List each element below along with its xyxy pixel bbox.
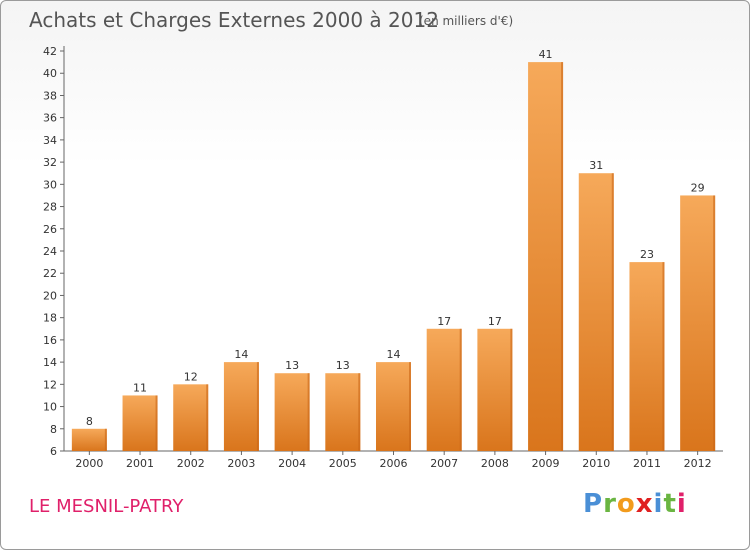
bar-value-label: 8 — [86, 415, 93, 428]
bar-edge — [561, 62, 564, 451]
bar — [223, 362, 259, 451]
bar — [376, 362, 411, 451]
y-tick-label: 38 — [43, 89, 57, 102]
bar — [71, 428, 107, 451]
y-tick-label: 32 — [43, 156, 57, 169]
bar-edge — [611, 173, 614, 451]
chart-title: Achats et Charges Externes 2000 à 2012 — [29, 8, 439, 32]
bar-value-label: 17 — [437, 315, 451, 328]
bar-edge — [358, 373, 361, 451]
chart-subtitle: (en milliers d'€) — [419, 14, 514, 28]
y-tick-label: 8 — [50, 423, 57, 436]
bar — [528, 62, 564, 451]
x-tick-label: 2007 — [430, 457, 458, 470]
y-tick-label: 18 — [43, 312, 57, 325]
bar-value-label: 13 — [336, 359, 350, 372]
y-tick-label: 36 — [43, 112, 57, 125]
axes: 6 8 10 12 14 16 18 20 22 24 26 28 30 32 34 36 38 40 42 2000… — [43, 45, 723, 470]
y-tick-label: 14 — [43, 356, 57, 369]
bar-edge — [713, 195, 716, 451]
bar-edge — [104, 428, 107, 451]
bar-value-label: 29 — [691, 181, 705, 194]
y-tick-label: 30 — [43, 178, 57, 191]
bar-edge — [409, 362, 411, 451]
x-tick-label: 2003 — [227, 457, 255, 470]
y-tick-label: 42 — [43, 45, 57, 58]
y-tick-label: 34 — [43, 134, 57, 147]
bar-edge — [206, 384, 209, 451]
x-tick-label: 2011 — [633, 457, 661, 470]
bar — [426, 328, 462, 451]
x-tick-label: 2010 — [582, 457, 610, 470]
x-tick-label: 2012 — [684, 457, 712, 470]
bar — [629, 262, 665, 451]
x-tick-label: 2006 — [380, 457, 408, 470]
x-tick-label: 2001 — [126, 457, 154, 470]
y-tick-label: 28 — [43, 201, 57, 214]
bar-edge — [256, 362, 259, 451]
x-tick-label: 2008 — [481, 457, 509, 470]
y-tick-label: 22 — [43, 267, 57, 280]
bar — [578, 173, 614, 451]
bar-edge — [510, 328, 513, 451]
bar-value-label: 14 — [387, 348, 401, 361]
bar-edge — [459, 328, 462, 451]
y-tick-label: 20 — [43, 289, 57, 302]
bar — [477, 328, 513, 451]
bar-value-label: 41 — [539, 48, 553, 61]
bar-value-label: 14 — [234, 348, 248, 361]
y-tick-label: 24 — [43, 245, 57, 258]
y-tick-label: 10 — [43, 401, 57, 414]
proxiti-logo: Proxiti — [583, 489, 687, 519]
commune-name: LE MESNIL-PATRY — [29, 496, 184, 517]
y-tick-label: 6 — [50, 445, 57, 458]
bars: 8 11 12 14 13 13 14 17 17 41 31 23 29 — [71, 48, 716, 451]
x-tick-label: 2005 — [329, 457, 357, 470]
y-tick-label: 40 — [43, 67, 57, 80]
bar-value-label: 11 — [133, 381, 147, 394]
bar — [325, 373, 361, 451]
bar — [274, 373, 310, 451]
bar-value-label: 12 — [184, 370, 198, 383]
x-tick-label: 2009 — [532, 457, 560, 470]
bar-value-label: 23 — [640, 248, 654, 261]
y-tick-label: 26 — [43, 223, 57, 236]
bar-edge — [662, 262, 665, 451]
bar — [122, 395, 158, 451]
bar — [173, 384, 209, 451]
bar — [680, 195, 716, 451]
bar-value-label: 17 — [488, 315, 502, 328]
x-tick-label: 2002 — [177, 457, 205, 470]
y-tick-label: 12 — [43, 378, 57, 391]
x-tick-label: 2004 — [278, 457, 306, 470]
bar-edge — [307, 373, 310, 451]
bar-value-label: 31 — [589, 159, 603, 172]
bar-edge — [155, 395, 158, 451]
bar-value-label: 13 — [285, 359, 299, 372]
x-tick-label: 2000 — [75, 457, 103, 470]
y-tick-label: 16 — [43, 334, 57, 347]
